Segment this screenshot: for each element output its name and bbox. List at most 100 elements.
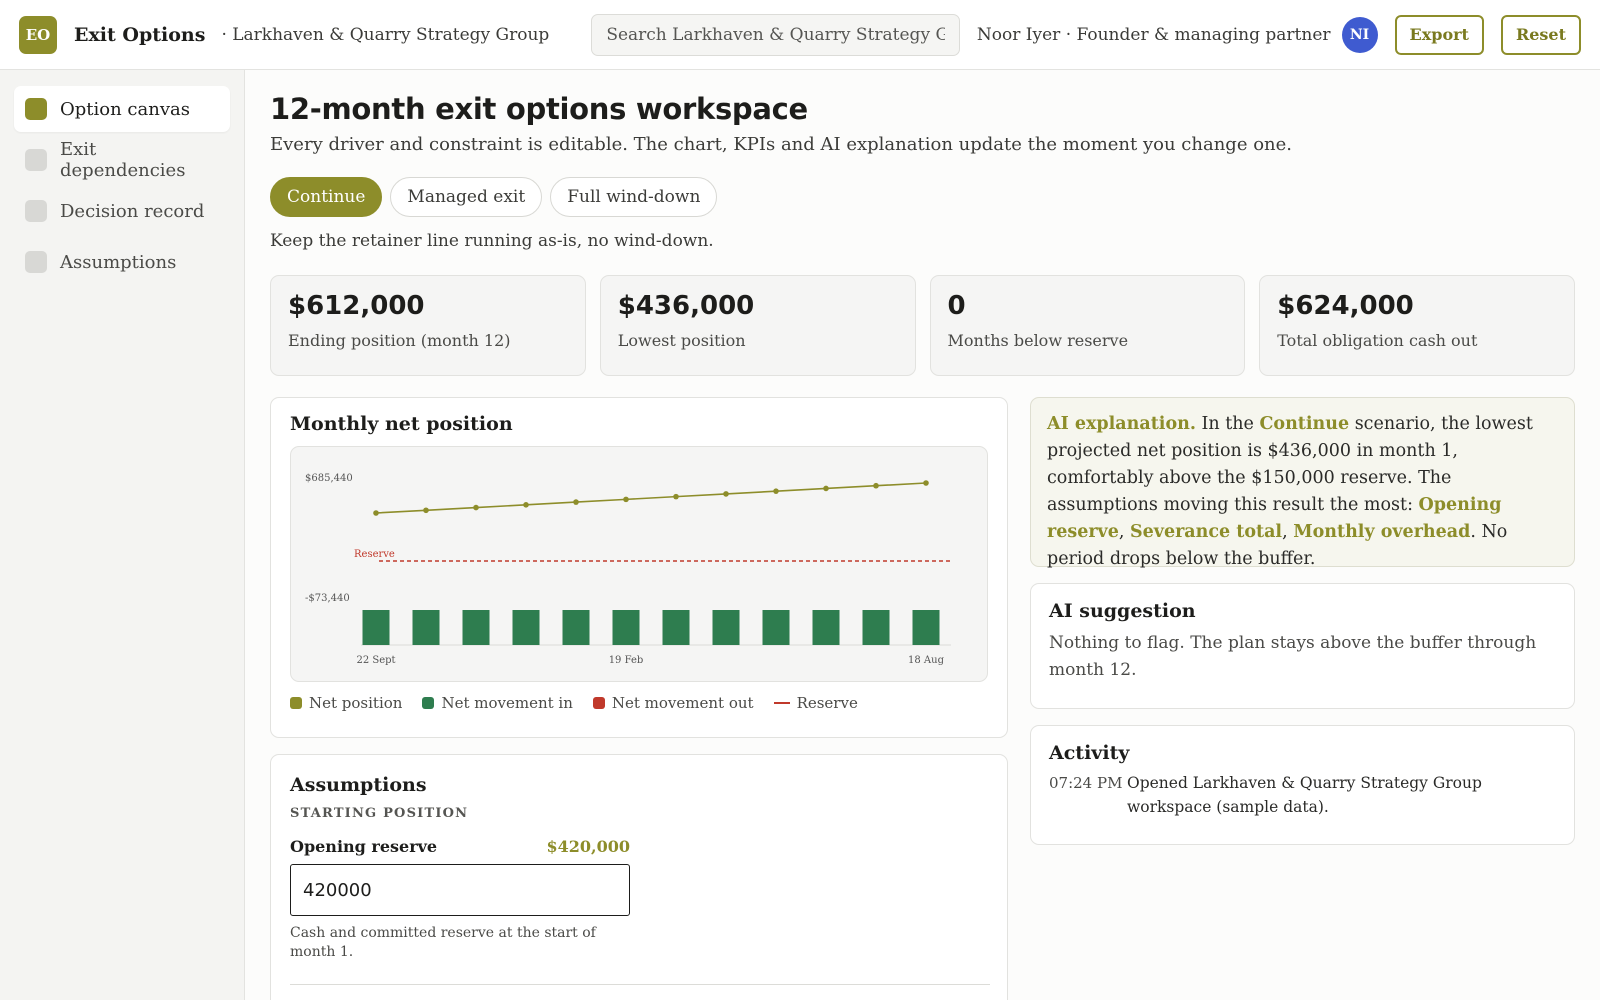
ai-suggestion-text: Nothing to flag. The plan stays above th… <box>1049 633 1537 680</box>
sidebar-item-label: Decision record <box>60 200 205 222</box>
scenario-full-wind-down[interactable]: Full wind-down <box>550 177 718 217</box>
ai-explanation: AI explanation. In the Continue scenario… <box>1030 397 1575 569</box>
kpi-row: $612,000 Ending position (month 12) $436… <box>270 275 1575 376</box>
main-content: 12-month exit options workspace Every dr… <box>270 70 1575 1000</box>
nav-square-icon <box>25 149 47 171</box>
ai-driver-opening-reserve[interactable]: Opening reserve <box>1047 495 1502 542</box>
bar-net-movement-in <box>912 610 940 645</box>
kpi-value: $612,000 <box>288 291 425 321</box>
legend-label: Net position <box>309 694 403 712</box>
search-input[interactable] <box>591 13 960 56</box>
opening-reserve-input[interactable] <box>290 864 630 916</box>
nav-square-icon <box>25 251 47 273</box>
legend-net-movement-in: Net movement in <box>422 694 573 712</box>
point-net-position <box>573 499 579 505</box>
kpi-months-below-reserve: 0 Months below reserve <box>929 275 1246 376</box>
legend-label: Net movement out <box>611 694 754 712</box>
legend-label: Reserve <box>796 694 858 712</box>
point-net-position <box>523 502 529 508</box>
legend-reserve: Reserve <box>773 694 858 712</box>
ai-sep: , <box>1118 522 1131 542</box>
point-net-position <box>923 480 929 486</box>
scenario-continue[interactable]: Continue <box>270 177 383 217</box>
section-label: STARTING POSITION <box>290 806 469 821</box>
sidebar-item-label: Assumptions <box>60 251 177 273</box>
sidebar-item-label: Exit dependencies <box>60 139 186 181</box>
activity-item: 07:24 PM Opened Larkhaven & Quarry Strat… <box>1049 774 1556 819</box>
bar-net-movement-in <box>812 610 840 645</box>
kpi-label: Total obligation cash out <box>1277 331 1478 350</box>
x-tick-label: 22 Sept <box>356 655 395 666</box>
bar-net-movement-in <box>562 610 590 645</box>
scenario-description: Keep the retainer line running as-is, no… <box>270 231 714 251</box>
kpi-value: $436,000 <box>617 291 755 321</box>
kpi-label: Months below reserve <box>947 331 1129 350</box>
bar-net-movement-in <box>712 610 740 645</box>
chart-legend: Net position Net movement in Net movemen… <box>290 694 988 712</box>
sidebar: Option canvas Exit dependencies Decision… <box>0 70 245 1000</box>
activity-title: Activity <box>1049 742 1130 764</box>
user-name: Noor Iyer · Founder & managing partner <box>976 24 1331 45</box>
ai-suggestion-title: AI suggestion <box>1049 600 1196 622</box>
sidebar-item-option-canvas[interactable]: Option canvas <box>14 86 230 132</box>
point-net-position <box>773 488 779 494</box>
field-display-value: $420,000 <box>546 837 631 856</box>
bar-net-movement-in <box>612 610 640 645</box>
point-net-position <box>373 510 379 516</box>
field-header: Opening reserve $420,000 <box>290 837 630 856</box>
assumptions-card: Assumptions STARTING POSITION Opening re… <box>270 754 1008 1000</box>
ai-sep: , <box>1282 522 1294 542</box>
legend-swatch <box>290 697 302 709</box>
nav-square-icon <box>25 98 47 120</box>
bar-net-movement-in <box>662 610 690 645</box>
activity-text: Opened Larkhaven & Quarry Strategy Group… <box>1127 774 1482 816</box>
scenario-tabs: Continue Managed exit Full wind-down <box>270 177 1575 217</box>
ai-driver-severance-total[interactable]: Severance total <box>1130 522 1283 542</box>
export-button[interactable]: Export <box>1394 14 1484 55</box>
divider <box>290 983 990 985</box>
bar-net-movement-in <box>362 610 390 645</box>
y-tick-label: $685,440 <box>305 473 353 484</box>
point-net-position <box>723 491 729 497</box>
sidebar-item-assumptions[interactable]: Assumptions <box>14 239 230 285</box>
sidebar-item-exit-dependencies[interactable]: Exit dependencies <box>14 137 230 183</box>
activity-card: Activity 07:24 PM Opened Larkhaven & Qua… <box>1030 725 1575 845</box>
kpi-lowest-position: $436,000 Lowest position <box>599 275 916 376</box>
chart-area: $685,440 -$73,440 Reserve 22 Sept 19 Feb 18 A… <box>290 446 988 682</box>
x-tick-label: 19 Feb <box>609 655 644 666</box>
ai-driver-monthly-overhead[interactable]: Monthly overhead <box>1293 522 1471 542</box>
kpi-label: Ending position (month 12) <box>288 331 511 350</box>
legend-swatch <box>422 697 435 709</box>
point-net-position <box>423 507 429 514</box>
bar-net-movement-in <box>862 610 890 645</box>
point-net-position <box>673 493 679 500</box>
assumptions-title: Assumptions <box>290 774 427 796</box>
app-title: Exit Options <box>74 23 206 46</box>
reset-button[interactable]: Reset <box>1500 14 1581 55</box>
page-subtitle: Every driver and constraint is editable.… <box>270 134 1293 155</box>
field-help: Cash and committed reserve at the start … <box>290 925 596 960</box>
field-label: Opening reserve <box>290 837 438 856</box>
net-position-chart: $685,440 -$73,440 Reserve 22 Sept 19 Feb 18 A… <box>305 473 951 666</box>
ai-text: In the <box>1195 414 1260 434</box>
kpi-ending-position: $612,000 Ending position (month 12) <box>270 275 586 376</box>
ai-text: . No period drops below the buffer. <box>1047 522 1508 569</box>
activity-time: 07:24 PM <box>1049 774 1123 792</box>
org-name: · Larkhaven & Quarry Strategy Group <box>221 24 550 45</box>
legend-swatch <box>592 697 605 709</box>
avatar[interactable]: NI <box>1341 16 1378 53</box>
sidebar-item-decision-record[interactable]: Decision record <box>14 188 230 234</box>
ai-scenario: Continue <box>1259 414 1350 434</box>
bar-net-movement-in <box>512 610 540 645</box>
ai-text: scenario, the lowest projected net posit… <box>1047 414 1533 515</box>
legend-net-movement-out: Net movement out <box>592 694 754 712</box>
legend-net-position: Net position <box>290 694 402 712</box>
point-net-position <box>823 485 829 492</box>
nav-square-icon <box>25 200 47 222</box>
app-logo: EO <box>19 15 57 54</box>
scenario-managed-exit[interactable]: Managed exit <box>390 177 543 217</box>
bar-net-movement-in <box>412 610 440 645</box>
legend-label: Net movement in <box>441 694 573 712</box>
sidebar-item-label: Option canvas <box>60 98 190 120</box>
ai-explanation-label: AI explanation. <box>1047 414 1196 434</box>
